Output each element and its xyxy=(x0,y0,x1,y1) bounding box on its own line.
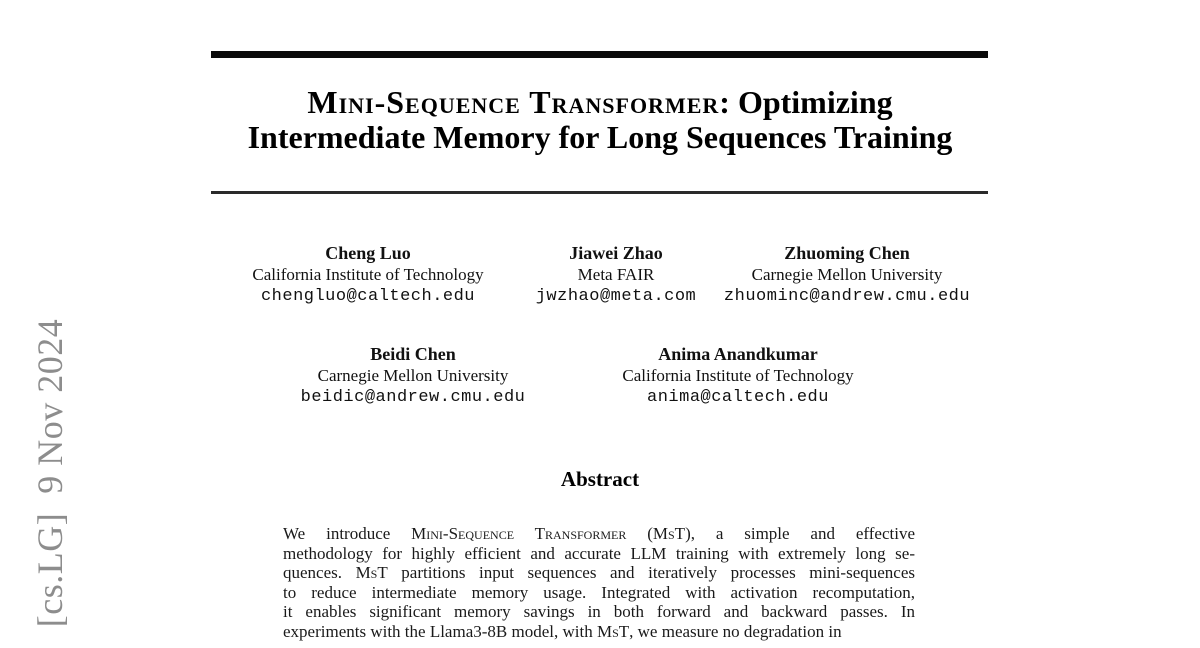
author-email: chengluo@caltech.edu xyxy=(260,287,476,306)
author-affiliation: Carnegie Mellon University xyxy=(751,265,943,284)
title-line1-rest: : Optimizing xyxy=(719,84,893,120)
author-name: Zhuoming Chen xyxy=(784,243,910,263)
text-segment: ), a simple and effective xyxy=(685,524,915,543)
abstract-line: quences. MsT partitions input sequences … xyxy=(283,563,915,583)
paper-title: Mini-Sequence Transformer: Optimizing In… xyxy=(0,85,1200,155)
text-segment: We introduce xyxy=(283,524,412,543)
title-rule-bottom xyxy=(211,191,988,194)
abstract-line: methodology for highly efficient and acc… xyxy=(283,544,915,564)
abstract-line: We introduce Mini-Sequence Transformer (… xyxy=(283,524,915,544)
smallcaps-text: MsT xyxy=(596,621,630,641)
abstract-heading: Abstract xyxy=(560,467,640,491)
text-segment: partitions input sequences and iterative… xyxy=(387,563,915,582)
author-block: Cheng Luo California Institute of Techno… xyxy=(252,242,483,308)
smallcaps-text: Mini-Sequence Transformer xyxy=(411,524,627,543)
author-name: Anima Anandkumar xyxy=(658,344,818,364)
author-name: Cheng Luo xyxy=(325,243,411,263)
text-segment: experiments with the Llama3-8B model, wi… xyxy=(283,621,597,641)
author-block: Zhuoming Chen Carnegie Mellon University… xyxy=(724,242,970,308)
abstract-line: experiments with the Llama3-8B model, wi… xyxy=(283,622,915,642)
text-segment: it enables significant memory savings in… xyxy=(283,602,915,621)
title-rule-top xyxy=(211,51,988,58)
author-affiliation: Carnegie Mellon University xyxy=(317,366,509,385)
author-block: Beidi Chen Carnegie Mellon University be… xyxy=(301,343,526,409)
title-line1-smallcaps: Mini-Sequence Transformer xyxy=(307,84,720,120)
author-email: jwzhao@meta.com xyxy=(535,287,697,306)
text-segment: methodology for highly efficient and acc… xyxy=(283,543,915,563)
abstract-text: We introduce Mini-Sequence Transformer (… xyxy=(283,524,915,641)
author-block: Anima Anandkumar California Institute of… xyxy=(622,343,853,409)
arxiv-watermark: [cs.LG] 9 Nov 2024 xyxy=(30,318,70,628)
author-email: anima@caltech.edu xyxy=(647,388,829,407)
author-email: beidic@andrew.cmu.edu xyxy=(300,388,526,407)
author-block: Jiawei Zhao Meta FAIR jwzhao@meta.com xyxy=(536,242,697,308)
title-line1: Mini-Sequence Transformer: Optimizing xyxy=(0,85,1200,120)
abstract-line: to reduce intermediate memory usage. Int… xyxy=(283,583,915,603)
text-segment: ( xyxy=(626,524,653,543)
text-segment: quences. xyxy=(283,563,356,582)
author-name: Jiawei Zhao xyxy=(569,243,663,263)
author-affiliation: California Institute of Technology xyxy=(622,366,854,385)
author-email: zhuominc@andrew.cmu.edu xyxy=(723,287,971,306)
author-affiliation: California Institute of Technology xyxy=(252,265,484,284)
text-segment: , we measure no degradation in xyxy=(629,621,842,641)
smallcaps-text: MsT xyxy=(652,524,686,543)
text-segment: to reduce intermediate memory usage. Int… xyxy=(283,582,915,602)
author-name: Beidi Chen xyxy=(370,344,456,364)
title-line2: Intermediate Memory for Long Sequences T… xyxy=(247,119,953,155)
abstract-line: it enables significant memory savings in… xyxy=(283,602,915,622)
author-affiliation: Meta FAIR xyxy=(577,265,655,284)
smallcaps-text: MsT xyxy=(355,563,388,582)
